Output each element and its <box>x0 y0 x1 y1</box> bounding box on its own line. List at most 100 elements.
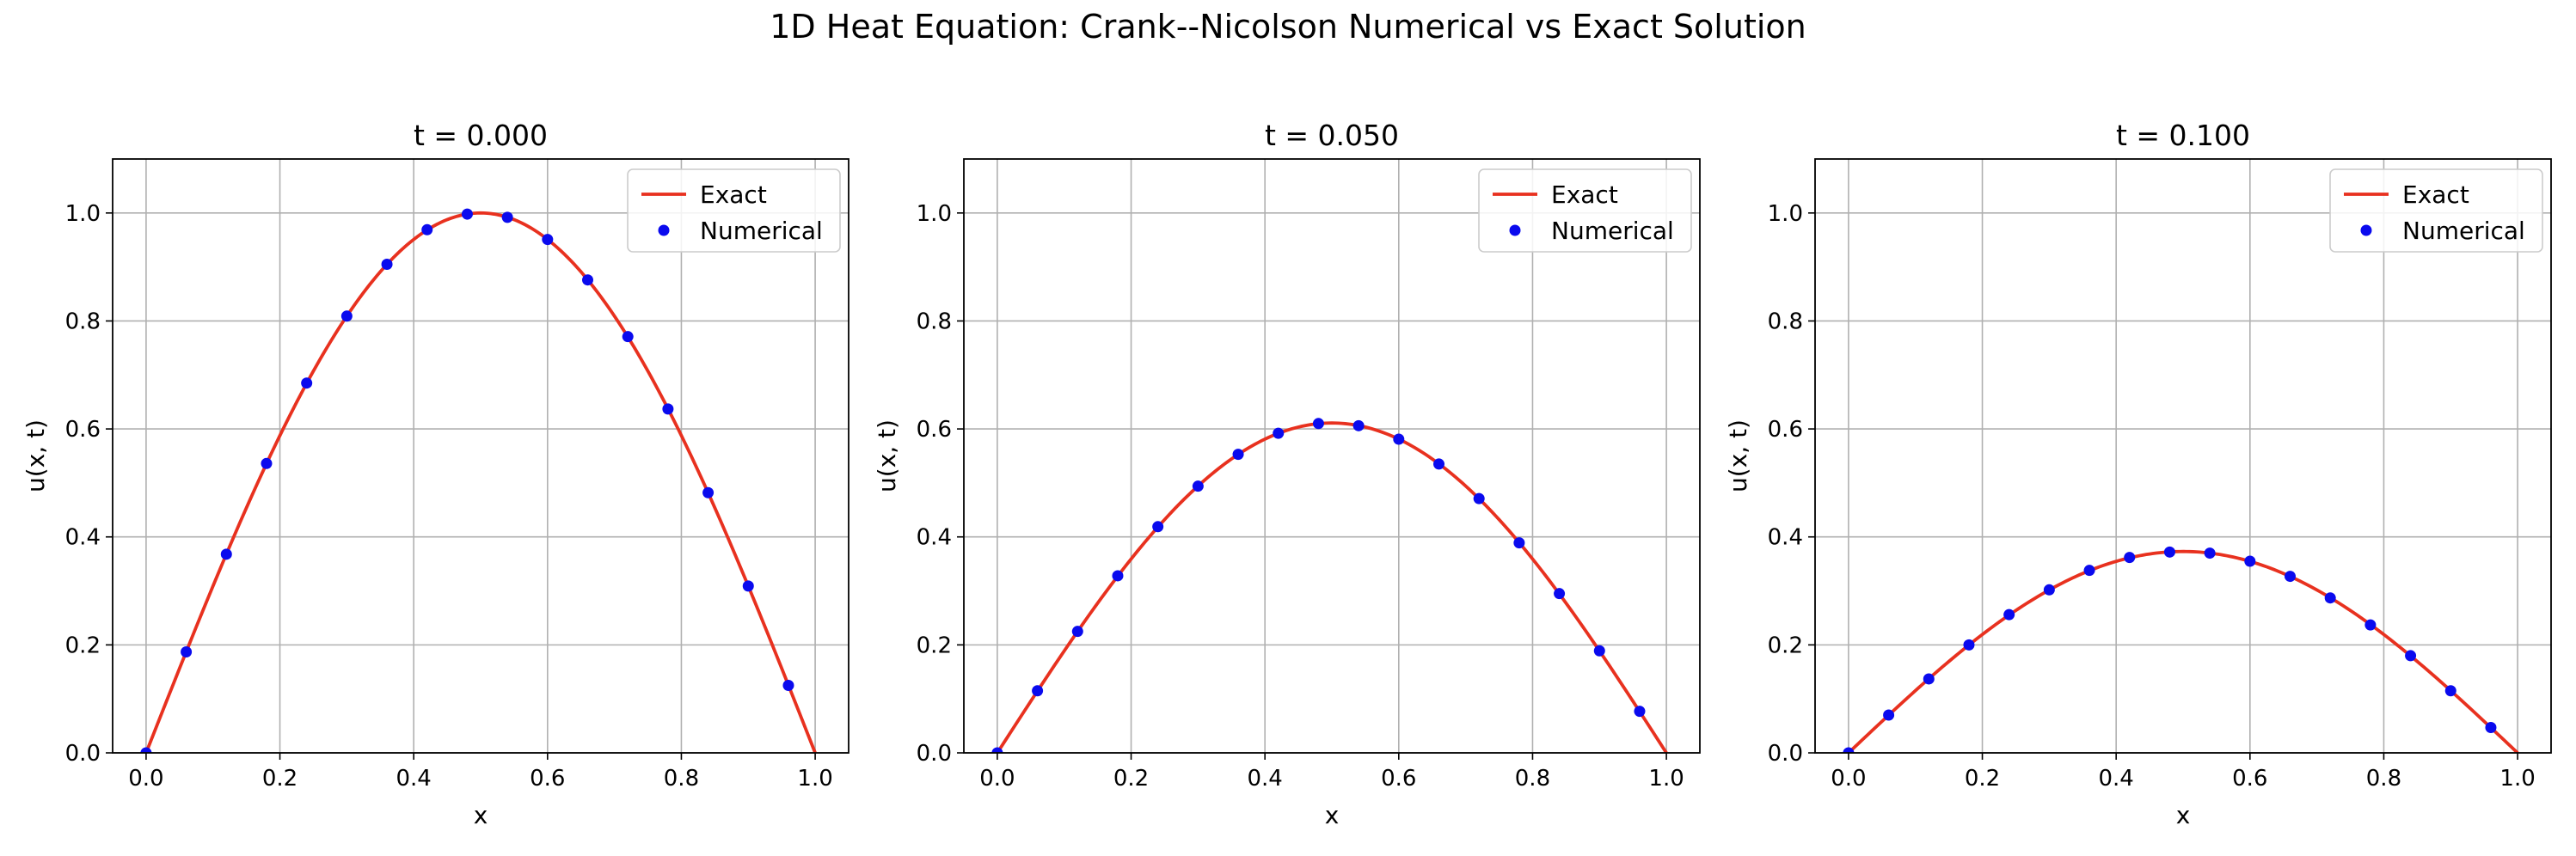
numerical-point-2 <box>1071 626 1083 638</box>
x-tick-label: 0.8 <box>1515 766 1550 792</box>
x-tick-label: 0.0 <box>979 766 1015 792</box>
x-axis-label: x <box>2176 801 2191 829</box>
legend-label-numerical: Numerical <box>2402 217 2525 245</box>
numerical-point-15 <box>1593 645 1605 657</box>
numerical-point-12 <box>622 331 634 343</box>
x-tick-label: 0.6 <box>1381 766 1416 792</box>
y-tick-label: 0.6 <box>65 417 101 443</box>
panel-title: t = 0.000 <box>414 119 548 152</box>
numerical-point-16 <box>2485 721 2497 733</box>
x-tick-label: 0.8 <box>2366 766 2401 792</box>
chart-panel-3: 0.0 0.2 0.4 0.6 0.8 1.0 0.0 0.2 0.4 0.6 0.8 1.0 t = … <box>1724 119 2552 829</box>
numerical-point-13 <box>662 403 674 415</box>
legend-numerical-marker-swatch <box>658 224 670 236</box>
legend-label-exact: Exact <box>2402 180 2469 209</box>
legend-box <box>2329 168 2543 253</box>
exact-line <box>996 421 1668 753</box>
numerical-point-3 <box>1112 570 1124 582</box>
y-tick-label: 0.0 <box>65 741 101 767</box>
numerical-point-6 <box>2083 565 2095 577</box>
numerical-point-5 <box>1192 480 1204 492</box>
legend: Exact Numerical <box>2329 168 2543 253</box>
x-tick-label: 0.6 <box>530 766 565 792</box>
numerical-point-4 <box>301 377 313 389</box>
y-axis-label: u(x, t) <box>1724 419 1752 492</box>
x-axis-label: x <box>474 801 488 829</box>
y-axis-label: u(x, t) <box>21 419 50 492</box>
numerical-point-5 <box>2043 584 2055 596</box>
numerical-point-11 <box>1433 458 1445 470</box>
numerical-point-13 <box>1513 537 1525 549</box>
numerical-point-9 <box>2204 547 2216 559</box>
y-axis-label: u(x, t) <box>873 419 901 492</box>
plot-area <box>1843 546 2519 753</box>
numerical-point-14 <box>702 486 715 498</box>
numerical-point-8 <box>1312 418 1324 430</box>
numerical-point-14 <box>2405 650 2417 662</box>
y-tick-label: 0.4 <box>65 525 101 551</box>
exact-line <box>144 211 817 753</box>
y-tick-label: 0.8 <box>917 309 952 334</box>
panels: 0.0 0.2 0.4 0.6 0.8 1.0 0.0 0.2 0.4 0.6 0.8 1.0 t = … <box>21 119 2552 829</box>
chart-panel-2: 0.0 0.2 0.4 0.6 0.8 1.0 0.0 0.2 0.4 0.6 0.8 1.0 t = … <box>873 119 1701 829</box>
numerical-point-10 <box>542 234 554 246</box>
x-tick-label: 0.6 <box>2232 766 2267 792</box>
x-tick-label: 0.2 <box>1965 766 2000 792</box>
y-tick-label: 0.0 <box>1768 741 1803 767</box>
numerical-point-9 <box>501 211 513 223</box>
legend-numerical-marker-swatch <box>1509 224 1521 236</box>
exact-line <box>1847 549 2519 753</box>
numerical-point-4 <box>1152 521 1164 533</box>
x-tick-label: 1.0 <box>797 766 832 792</box>
panel-title: t = 0.050 <box>1265 119 1399 152</box>
chart-panel-1: 0.0 0.2 0.4 0.6 0.8 1.0 0.0 0.2 0.4 0.6 0.8 1.0 t = … <box>21 119 849 829</box>
numerical-point-8 <box>461 208 473 220</box>
numerical-point-11 <box>582 274 594 286</box>
numerical-point-0 <box>1843 747 1855 753</box>
y-tick-label: 1.0 <box>65 201 101 227</box>
numerical-point-0 <box>140 747 152 753</box>
numerical-point-2 <box>220 548 232 560</box>
x-tick-label: 0.2 <box>1113 766 1149 792</box>
panel-title: t = 0.100 <box>2116 119 2250 152</box>
numerical-point-10 <box>1393 433 1405 445</box>
axes-frame <box>112 158 849 754</box>
axes-frame <box>1814 158 2552 754</box>
numerical-point-15 <box>742 580 754 592</box>
numerical-point-1 <box>1883 709 1895 721</box>
x-axis-label: x <box>1325 801 1340 829</box>
numerical-point-7 <box>1273 427 1285 439</box>
y-tick-label: 0.4 <box>1768 525 1803 551</box>
y-tick-label: 0.4 <box>917 525 952 551</box>
numerical-point-11 <box>2285 571 2297 583</box>
numerical-point-0 <box>991 747 1003 753</box>
numerical-point-15 <box>2444 685 2456 697</box>
numerical-point-16 <box>1634 706 1646 718</box>
x-tick-label: 1.0 <box>1648 766 1684 792</box>
legend: Exact Numerical <box>627 168 841 253</box>
numerical-point-3 <box>1963 639 1975 651</box>
legend-box <box>627 168 841 253</box>
numerical-point-9 <box>1352 419 1365 431</box>
numerical-point-4 <box>2003 608 2015 621</box>
legend-label-exact: Exact <box>700 180 767 209</box>
numerical-point-1 <box>1032 685 1044 697</box>
x-tick-label: 0.4 <box>2099 766 2134 792</box>
legend-box <box>1478 168 1692 253</box>
numerical-point-14 <box>1554 588 1566 600</box>
numerical-point-6 <box>381 258 393 270</box>
y-tick-label: 0.2 <box>917 633 952 658</box>
legend-label-numerical: Numerical <box>700 217 823 245</box>
numerical-point-8 <box>2163 546 2175 558</box>
x-tick-label: 0.4 <box>396 766 432 792</box>
x-tick-label: 0.8 <box>664 766 699 792</box>
y-tick-label: 1.0 <box>1768 201 1803 227</box>
numerical-point-5 <box>340 310 353 322</box>
numerical-point-16 <box>782 679 794 691</box>
figure-title: 1D Heat Equation: Crank--Nicolson Numeri… <box>770 8 1806 46</box>
numerical-point-13 <box>2364 619 2377 631</box>
y-tick-label: 0.6 <box>1768 417 1803 443</box>
numerical-point-12 <box>2324 592 2336 604</box>
y-tick-label: 0.8 <box>65 309 101 334</box>
